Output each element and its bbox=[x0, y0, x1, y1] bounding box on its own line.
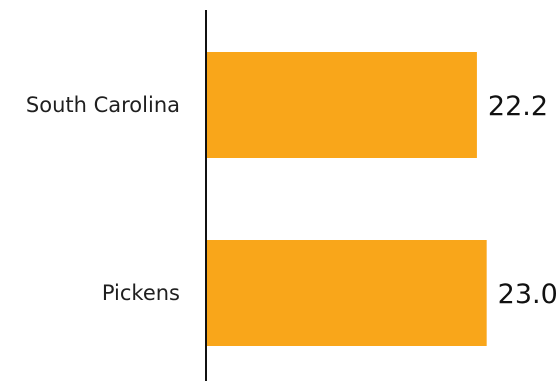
bar-0 bbox=[206, 52, 477, 158]
bar-1 bbox=[206, 240, 487, 346]
category-label: Pickens bbox=[102, 281, 180, 305]
category-label: South Carolina bbox=[26, 93, 180, 117]
bars-layer bbox=[206, 52, 487, 346]
labels-layer: South Carolina 22.2 Pickens 23.0 bbox=[26, 91, 556, 310]
value-label: 23.0 bbox=[498, 279, 556, 310]
value-label: 22.2 bbox=[488, 91, 548, 122]
